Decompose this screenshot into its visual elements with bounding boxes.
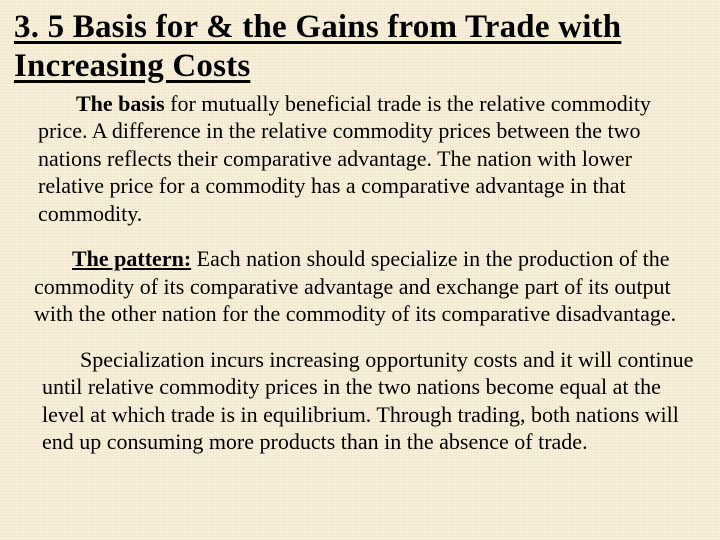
paragraph-pattern: The pattern: Each nation should speciali… — [14, 245, 706, 328]
text-specialization: Specialization incurs increasing opportu… — [42, 347, 693, 455]
lead-basis: The basis — [76, 91, 165, 116]
section-title: 3. 5 Basis for & the Gains from Trade wi… — [14, 8, 706, 86]
lead-pattern: The pattern: — [72, 246, 191, 271]
paragraph-specialization: Specialization incurs increasing opportu… — [14, 346, 706, 456]
paragraph-basis: The basis for mutually beneficial trade … — [14, 90, 706, 228]
